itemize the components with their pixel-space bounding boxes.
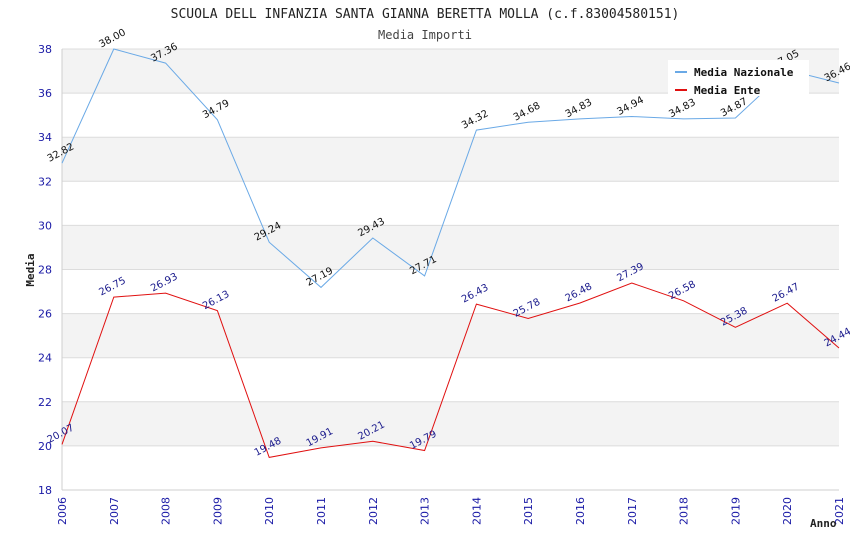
x-tick-label: 2015 xyxy=(522,497,535,525)
x-tick-label: 2021 xyxy=(833,497,846,525)
y-tick-label: 22 xyxy=(38,396,52,409)
series-line-media-nazionale xyxy=(61,48,840,289)
plot-band xyxy=(62,93,839,138)
x-tick-label: 2007 xyxy=(108,497,121,525)
plot-band xyxy=(62,269,839,314)
y-tick-label: 30 xyxy=(38,219,52,232)
chart-subtitle: Media Importi xyxy=(378,28,472,42)
x-tick-label: 2008 xyxy=(160,497,173,525)
series-line-media-ente xyxy=(61,282,840,458)
chart-title: SCUOLA DELL INFANZIA SANTA GIANNA BERETT… xyxy=(171,7,680,22)
x-tick-label: 2011 xyxy=(315,497,328,525)
x-tick-label: 2010 xyxy=(263,497,276,525)
plot-band xyxy=(62,313,839,358)
x-tick-label: 2020 xyxy=(781,497,794,525)
legend-entry: Media Ente xyxy=(694,84,761,97)
x-axis-title: Anno xyxy=(810,517,837,530)
legend: Media Nazionale Media Ente xyxy=(668,60,809,97)
y-tick-label: 18 xyxy=(38,484,52,497)
y-axis-ticks: 18 20 22 24 26 28 30 32 34 36 38 xyxy=(38,43,52,497)
y-tick-label: 24 xyxy=(38,352,52,365)
plot-band xyxy=(62,225,839,270)
legend-box xyxy=(668,60,809,96)
y-tick-label: 36 xyxy=(38,87,52,100)
y-tick-label: 34 xyxy=(38,131,52,144)
x-tick-label: 2009 xyxy=(211,497,224,525)
plot-band xyxy=(62,445,839,490)
x-tick-label: 2016 xyxy=(574,497,587,525)
y-tick-label: 38 xyxy=(38,43,52,56)
data-label: 38.00 xyxy=(97,27,127,50)
plot-bands xyxy=(62,49,839,490)
x-axis-ticks: 2006 2007 2008 2009 2010 2011 2012 2013 2014 2015… xyxy=(56,497,846,525)
x-tick-label: 2019 xyxy=(729,497,742,525)
y-tick-label: 26 xyxy=(38,308,52,321)
y-tick-label: 20 xyxy=(38,440,52,453)
y-tick-label: 28 xyxy=(38,264,52,277)
x-tick-label: 2012 xyxy=(367,497,380,525)
x-tick-label: 2018 xyxy=(678,497,691,525)
plot-band xyxy=(62,357,839,402)
x-tick-label: 2017 xyxy=(626,497,639,525)
x-tick-label: 2006 xyxy=(56,497,69,525)
gridlines xyxy=(61,48,839,491)
x-tick-label: 2014 xyxy=(470,497,483,525)
y-axis-title: Media xyxy=(24,253,37,286)
plot-band xyxy=(62,137,839,182)
plot-band xyxy=(62,401,839,446)
series-lines xyxy=(61,48,840,458)
x-tick-label: 2013 xyxy=(419,497,432,525)
legend-entry: Media Nazionale xyxy=(694,66,794,79)
y-tick-label: 32 xyxy=(38,175,52,188)
